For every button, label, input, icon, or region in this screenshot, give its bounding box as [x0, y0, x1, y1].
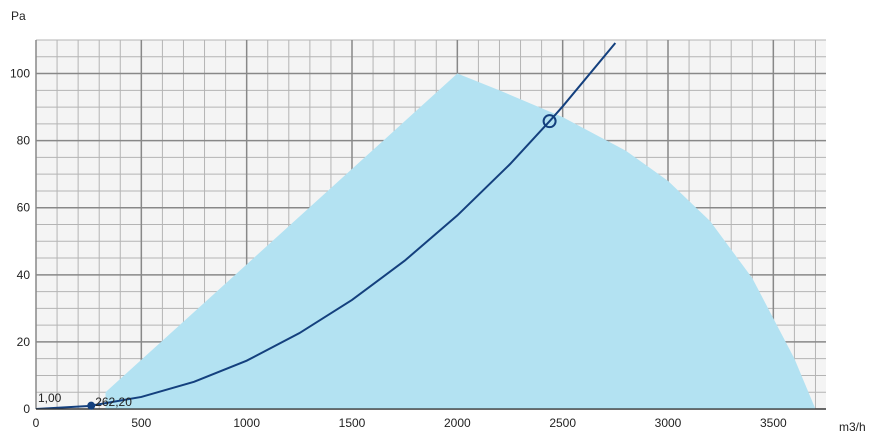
y-tick-label: 0 — [23, 402, 30, 416]
y-tick-label: 60 — [17, 201, 31, 215]
x-tick-label: 0 — [33, 416, 40, 430]
x-tick-label: 500 — [131, 416, 151, 430]
y-tick-label: 40 — [17, 268, 31, 282]
y-tick-label: 80 — [17, 134, 31, 148]
system-curve — [36, 42, 617, 409]
y-tick-label: 100 — [10, 67, 30, 81]
operating-area — [105, 73, 816, 409]
annotation-label: 262,20 — [95, 395, 132, 409]
x-tick-label: 3000 — [655, 416, 682, 430]
x-axis-label: m3/h — [839, 420, 866, 434]
start-point-marker — [87, 401, 96, 410]
y-axis-label: Pa — [11, 9, 26, 23]
x-tick-label: 1000 — [233, 416, 260, 430]
x-tick-label: 2000 — [444, 416, 471, 430]
x-tick-label: 3500 — [760, 416, 787, 430]
x-tick-label: 1500 — [339, 416, 366, 430]
y-tick-labels: 0 20 40 60 80 100 — [10, 67, 30, 416]
x-tick-label: 2500 — [549, 416, 576, 430]
y-tick-label: 20 — [17, 335, 31, 349]
annotation-label: 1,00 — [38, 391, 62, 405]
x-tick-labels: 0 500 1000 1500 2000 2500 3000 3500 — [33, 416, 787, 430]
duty-point-marker — [542, 114, 557, 129]
